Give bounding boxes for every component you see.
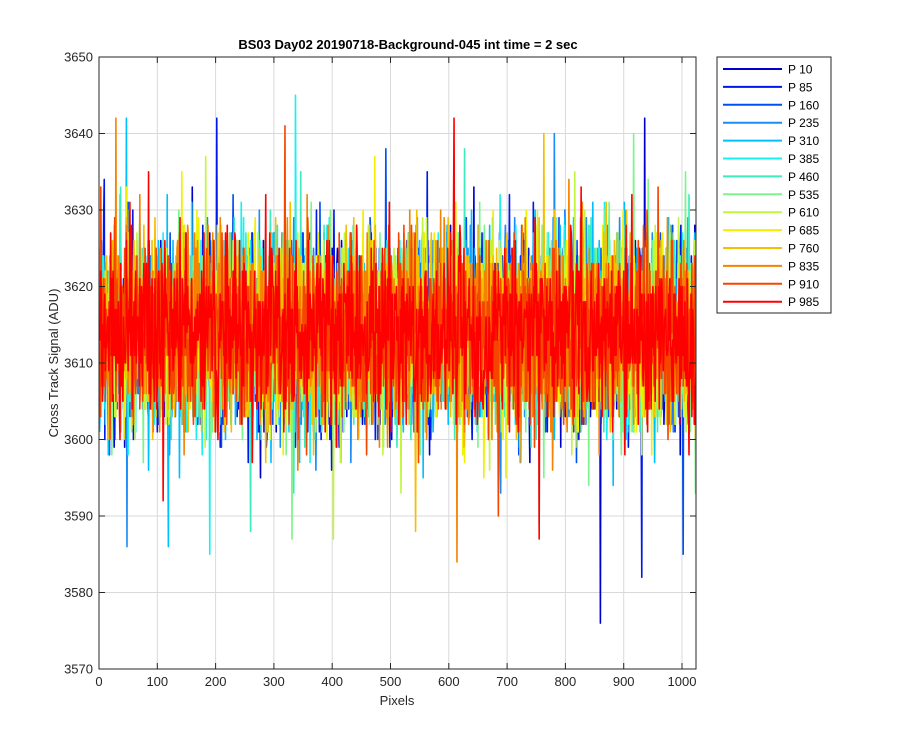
legend-label: P 760 — [788, 242, 819, 256]
legend-label: P 685 — [788, 224, 819, 238]
x-tick-label: 1000 — [668, 674, 697, 689]
series-lines — [99, 94, 696, 624]
legend-label: P 385 — [788, 152, 819, 166]
legend: P 10 P 85 P 160 P 235 P 310 P 385 P 460 P 535 P … — [716, 56, 832, 314]
legend-box — [716, 56, 832, 314]
y-tick-labels: 3570 3580 3590 3600 3610 3620 3630 3640 3650 — [64, 50, 93, 677]
x-tick-label: 300 — [263, 674, 285, 689]
legend-label: P 910 — [788, 277, 819, 291]
y-tick-label: 3580 — [64, 585, 93, 600]
x-tick-label: 500 — [380, 674, 402, 689]
legend-label: P 535 — [788, 188, 819, 202]
y-tick-label: 3650 — [64, 50, 93, 65]
legend-label: P 835 — [788, 259, 819, 273]
series-line-p-985 — [99, 117, 696, 540]
y-tick-label: 3620 — [64, 279, 93, 294]
legend-label: P 460 — [788, 170, 819, 184]
y-tick-label: 3570 — [64, 662, 93, 677]
legend-label: P 985 — [788, 295, 819, 309]
x-tick-label: 900 — [613, 674, 635, 689]
chart-title: BS03 Day02 20190718-Background-045 int t… — [238, 37, 577, 52]
legend-label: P 85 — [788, 80, 813, 94]
x-tick-label: 400 — [321, 674, 343, 689]
y-tick-label: 3600 — [64, 432, 93, 447]
x-tick-label: 100 — [146, 674, 168, 689]
x-tick-label: 700 — [496, 674, 518, 689]
x-axis-label: Pixels — [380, 693, 415, 708]
x-tick-label: 0 — [95, 674, 102, 689]
y-tick-label: 3590 — [64, 509, 93, 524]
x-tick-label: 800 — [555, 674, 577, 689]
legend-label: P 235 — [788, 116, 819, 130]
x-tick-labels: 0 100 200 300 400 500 600 700 800 900 1000 — [95, 674, 696, 689]
tick-marks — [98, 56, 696, 670]
y-tick-label: 3640 — [64, 126, 93, 141]
y-axis-label: Cross Track Signal (ADU) — [46, 289, 61, 438]
y-tick-label: 3610 — [64, 356, 93, 371]
legend-label: P 160 — [788, 98, 819, 112]
y-tick-label: 3630 — [64, 203, 93, 218]
legend-label: P 610 — [788, 206, 819, 220]
legend-label: P 10 — [788, 63, 813, 77]
legend-label: P 310 — [788, 134, 819, 148]
x-tick-label: 600 — [438, 674, 460, 689]
x-tick-label: 200 — [205, 674, 227, 689]
